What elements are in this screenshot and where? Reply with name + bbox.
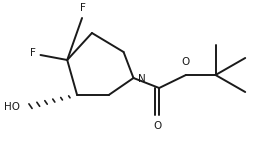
Text: N: N <box>138 74 146 84</box>
Text: F: F <box>80 3 86 13</box>
Text: F: F <box>30 49 36 58</box>
Text: O: O <box>182 57 190 67</box>
Text: HO: HO <box>4 102 20 112</box>
Text: O: O <box>154 121 162 131</box>
